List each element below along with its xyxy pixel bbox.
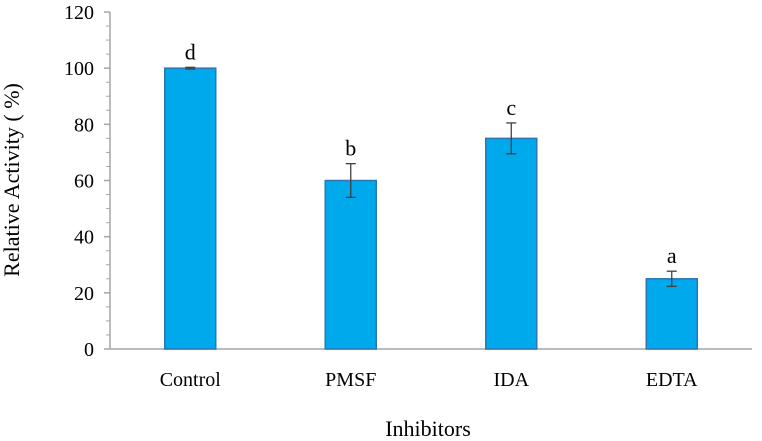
x-tick-label: IDA [493, 369, 529, 391]
x-tick-label: EDTA [646, 369, 698, 391]
y-tick-label: 20 [74, 283, 94, 305]
significance-label: d [185, 39, 196, 64]
y-axis-title: Relative Activity ( %) [0, 83, 24, 277]
bar [324, 179, 377, 350]
y-tick-label: 100 [64, 58, 94, 80]
y-tick-label: 60 [74, 171, 94, 193]
bar [645, 278, 698, 350]
y-tick-label: 40 [74, 227, 94, 249]
y-tick-label: 80 [74, 114, 94, 136]
y-tick-label: 0 [84, 339, 94, 361]
bars [164, 67, 698, 350]
bar [164, 67, 217, 350]
x-tick-label: PMSF [325, 369, 376, 391]
x-axis-title: Inhibitors [385, 416, 471, 441]
y-axis: 0 20 40 60 80 100 120 [64, 2, 111, 361]
x-tick-label: Control [160, 369, 222, 391]
y-tick-label: 120 [64, 2, 94, 24]
significance-label: b [345, 136, 356, 161]
x-axis: Control PMSF IDA EDTA [110, 348, 752, 391]
significance-label: a [667, 243, 677, 268]
bar-labels: d b c a [185, 39, 677, 268]
bar [485, 137, 538, 350]
error-bars [185, 66, 677, 288]
significance-label: c [506, 95, 516, 120]
